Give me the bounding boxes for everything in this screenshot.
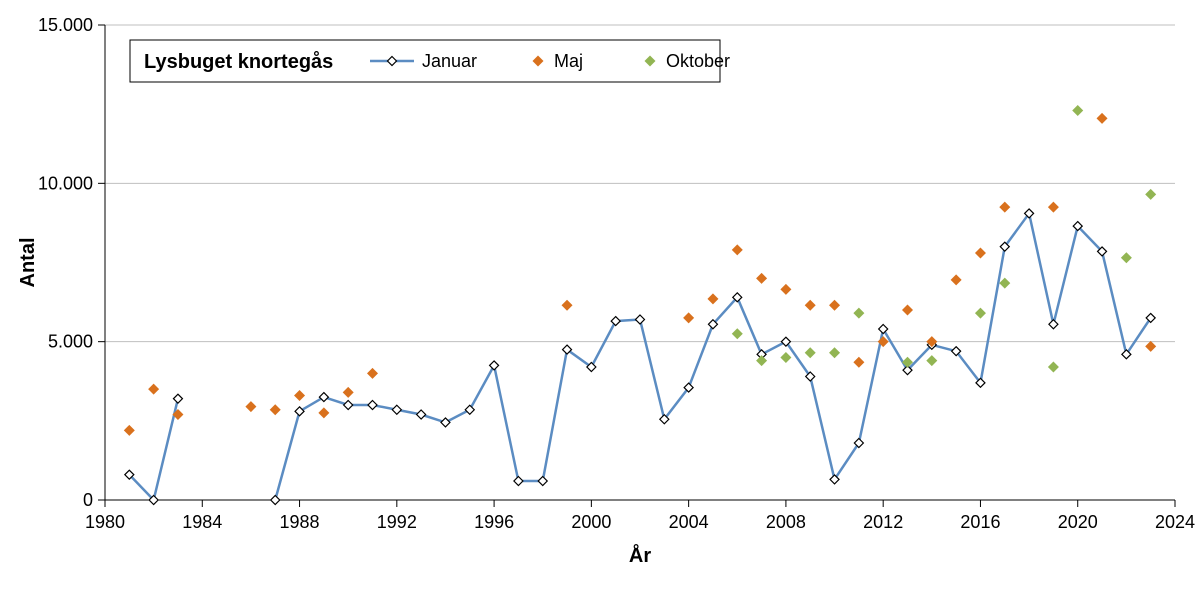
legend-title: Lysbuget knortegås [144,50,333,73]
x-tick-label: 2004 [669,512,709,532]
x-tick-label: 1996 [474,512,514,532]
x-tick-label: 2016 [960,512,1000,532]
y-tick-label: 5.000 [48,332,93,352]
chart-container: 0 5.000 10.000 15.000 1980 1984 1988 1992 1996 20… [0,0,1200,607]
legend-label: Maj [554,51,583,71]
y-tick-label: 0 [83,490,93,510]
y-tick-label: 15.000 [38,15,93,35]
x-tick-label: 1992 [377,512,417,532]
chart-svg: 0 5.000 10.000 15.000 1980 1984 1988 1992 1996 20… [0,0,1200,607]
legend-label: Oktober [666,51,730,71]
y-axis-title: Antal [17,238,39,288]
x-tick-label: 1988 [280,512,320,532]
x-tick-label: 2000 [571,512,611,532]
x-tick-label: 2008 [766,512,806,532]
x-tick-label: 2020 [1058,512,1098,532]
x-tick-label: 1984 [182,512,222,532]
x-tick-label: 2024 [1155,512,1195,532]
x-tick-label: 2012 [863,512,903,532]
x-tick-label: 1980 [85,512,125,532]
y-tick-label: 10.000 [38,173,93,193]
legend-label: Januar [422,51,477,71]
x-axis-title: År [629,543,651,567]
